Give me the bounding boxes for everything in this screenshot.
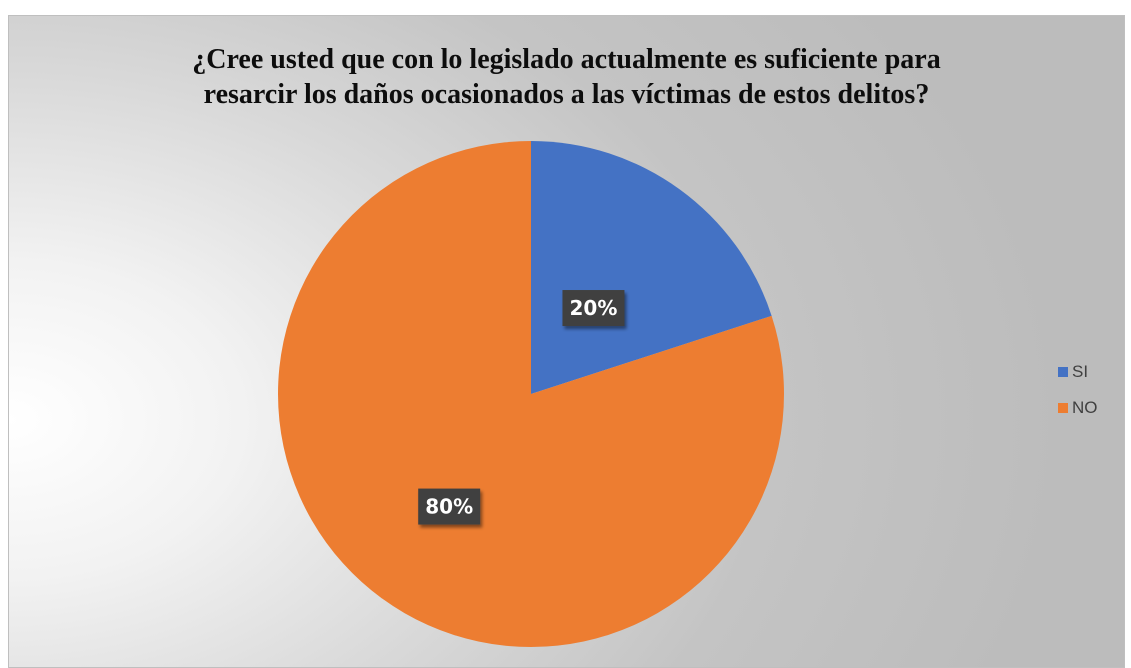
legend-label-si: SI	[1072, 362, 1089, 381]
legend-item-si: SI	[1058, 361, 1098, 383]
chart-title: ¿Cree usted que con lo legislado actualm…	[9, 42, 1124, 112]
legend-swatch-si	[1058, 367, 1068, 377]
legend-label-no: NO	[1072, 398, 1098, 417]
pie-slice-si	[531, 141, 772, 394]
legend-item-no: NO	[1058, 397, 1098, 419]
data-label-box	[418, 488, 481, 525]
legend-swatch-no	[1058, 403, 1068, 413]
data-label-text: 20%	[570, 296, 618, 320]
data-label-text: 80%	[425, 495, 473, 519]
pie-chart: 20% 80%	[278, 141, 784, 647]
pie-slice-no	[278, 141, 784, 647]
chart-title-line-2: resarcir los daños ocasionados a las víc…	[203, 79, 930, 110]
legend: SI NO	[1058, 361, 1098, 433]
chart-title-line-1: ¿Cree usted que con lo legislado actualm…	[192, 44, 941, 75]
data-label-no: 80%	[418, 488, 481, 525]
chart-area: ¿Cree usted que con lo legislado actualm…	[8, 15, 1125, 668]
data-label-si: 20%	[562, 290, 625, 327]
data-label-box	[562, 290, 625, 327]
